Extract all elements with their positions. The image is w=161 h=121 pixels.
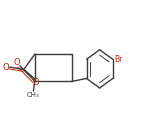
Text: O: O bbox=[33, 78, 39, 87]
Text: CH₃: CH₃ bbox=[27, 92, 40, 98]
Text: Br: Br bbox=[114, 55, 123, 64]
Text: O: O bbox=[3, 63, 10, 72]
Text: O: O bbox=[14, 58, 20, 67]
